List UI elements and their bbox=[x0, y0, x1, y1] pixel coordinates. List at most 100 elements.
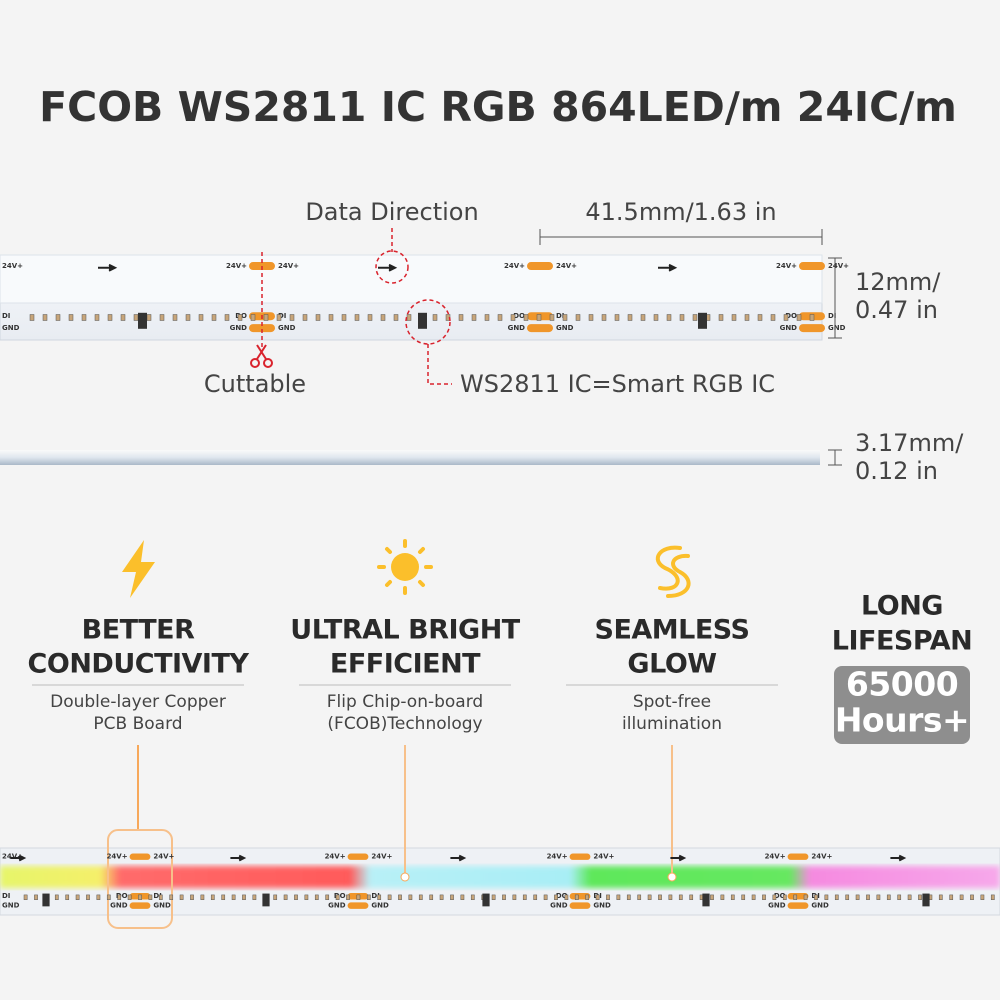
component bbox=[543, 894, 548, 900]
pad-label: DI bbox=[153, 892, 161, 900]
component bbox=[637, 894, 642, 900]
component bbox=[990, 894, 995, 900]
component bbox=[273, 894, 278, 900]
component bbox=[614, 314, 620, 321]
pointer-dot bbox=[400, 872, 410, 882]
component bbox=[834, 894, 839, 900]
component bbox=[679, 314, 685, 321]
solder-pad bbox=[347, 853, 369, 860]
solder-pad bbox=[347, 902, 369, 909]
solder-pad bbox=[129, 902, 151, 909]
pad-label: 24V+ bbox=[107, 853, 128, 861]
component bbox=[980, 894, 985, 900]
pad-label: GND bbox=[2, 902, 20, 910]
component bbox=[158, 894, 163, 900]
component bbox=[408, 894, 413, 900]
component bbox=[522, 894, 527, 900]
component bbox=[689, 894, 694, 900]
pad-label: GND bbox=[593, 902, 611, 910]
seamless-icon bbox=[655, 545, 691, 598]
component bbox=[346, 894, 350, 900]
component bbox=[762, 894, 766, 900]
component bbox=[744, 314, 750, 321]
component bbox=[855, 894, 860, 900]
component bbox=[169, 894, 174, 900]
component bbox=[918, 894, 922, 900]
component bbox=[678, 894, 683, 900]
feature-description: Spot-free bbox=[633, 692, 711, 712]
pad-label: 24V+ bbox=[153, 853, 174, 861]
ic-chip bbox=[698, 312, 707, 329]
component bbox=[730, 894, 735, 900]
callout-circle bbox=[405, 299, 451, 345]
solder-pad bbox=[799, 262, 825, 271]
pad-label: 24V+ bbox=[811, 853, 832, 861]
component bbox=[510, 314, 516, 321]
component bbox=[502, 894, 506, 900]
lightning-icon bbox=[122, 540, 155, 598]
component bbox=[393, 314, 399, 321]
feature-title: CONDUCTIVITY bbox=[28, 649, 250, 680]
component bbox=[824, 894, 829, 900]
pad-label: GND bbox=[508, 324, 526, 332]
scissors-icon bbox=[250, 344, 273, 368]
component bbox=[549, 314, 555, 321]
component bbox=[406, 314, 412, 321]
pad-label: GND bbox=[230, 324, 248, 332]
pad-label: GND bbox=[110, 902, 128, 910]
component bbox=[86, 894, 90, 900]
component bbox=[68, 314, 74, 321]
pad-label: DI bbox=[556, 312, 564, 320]
component bbox=[658, 894, 662, 900]
pad-label: DO bbox=[556, 892, 568, 900]
lifespan-badge bbox=[834, 666, 970, 744]
component bbox=[224, 314, 230, 321]
component bbox=[367, 314, 373, 321]
component bbox=[751, 894, 756, 900]
component bbox=[387, 894, 392, 900]
pad-label: GND bbox=[768, 902, 786, 910]
pad-label: GND bbox=[828, 324, 846, 332]
feature-title: EFFICIENT bbox=[330, 649, 481, 680]
glow bbox=[0, 866, 1000, 888]
pad-label: 24V+ bbox=[371, 853, 392, 861]
feature-title: GLOW bbox=[627, 649, 716, 680]
component bbox=[450, 894, 454, 900]
pad-label: GND bbox=[153, 902, 171, 910]
component bbox=[179, 894, 184, 900]
solder-pad bbox=[527, 262, 553, 271]
component bbox=[81, 314, 87, 321]
component bbox=[512, 894, 517, 900]
component bbox=[575, 314, 581, 321]
pad-label: 24V+ bbox=[776, 262, 797, 270]
pad-label: 24V+ bbox=[556, 262, 577, 270]
feature-title: SEAMLESS bbox=[595, 615, 750, 646]
component bbox=[970, 894, 974, 900]
solder-pad bbox=[569, 902, 591, 909]
component bbox=[564, 894, 569, 900]
ic-chip bbox=[42, 893, 50, 907]
component bbox=[159, 314, 165, 321]
pad-label: DO bbox=[513, 312, 525, 320]
component bbox=[210, 894, 215, 900]
component bbox=[325, 894, 330, 900]
component bbox=[595, 894, 600, 900]
feature-description: illumination bbox=[622, 714, 722, 734]
component bbox=[938, 894, 943, 900]
callout-circle bbox=[375, 250, 409, 284]
title: FCOB WS2811 IC RGB 864LED/m 24IC/m bbox=[39, 83, 957, 131]
sun-icon bbox=[377, 539, 433, 595]
component bbox=[211, 314, 217, 321]
component bbox=[470, 894, 475, 900]
pad-label: GND bbox=[2, 324, 20, 332]
component bbox=[720, 894, 725, 900]
component bbox=[845, 894, 850, 900]
component bbox=[484, 314, 490, 321]
pad-label: GND bbox=[328, 902, 346, 910]
component bbox=[250, 314, 256, 321]
cut-length: 41.5mm/1.63 in bbox=[585, 198, 776, 226]
component bbox=[523, 314, 529, 321]
component bbox=[692, 314, 698, 321]
component bbox=[497, 314, 503, 321]
